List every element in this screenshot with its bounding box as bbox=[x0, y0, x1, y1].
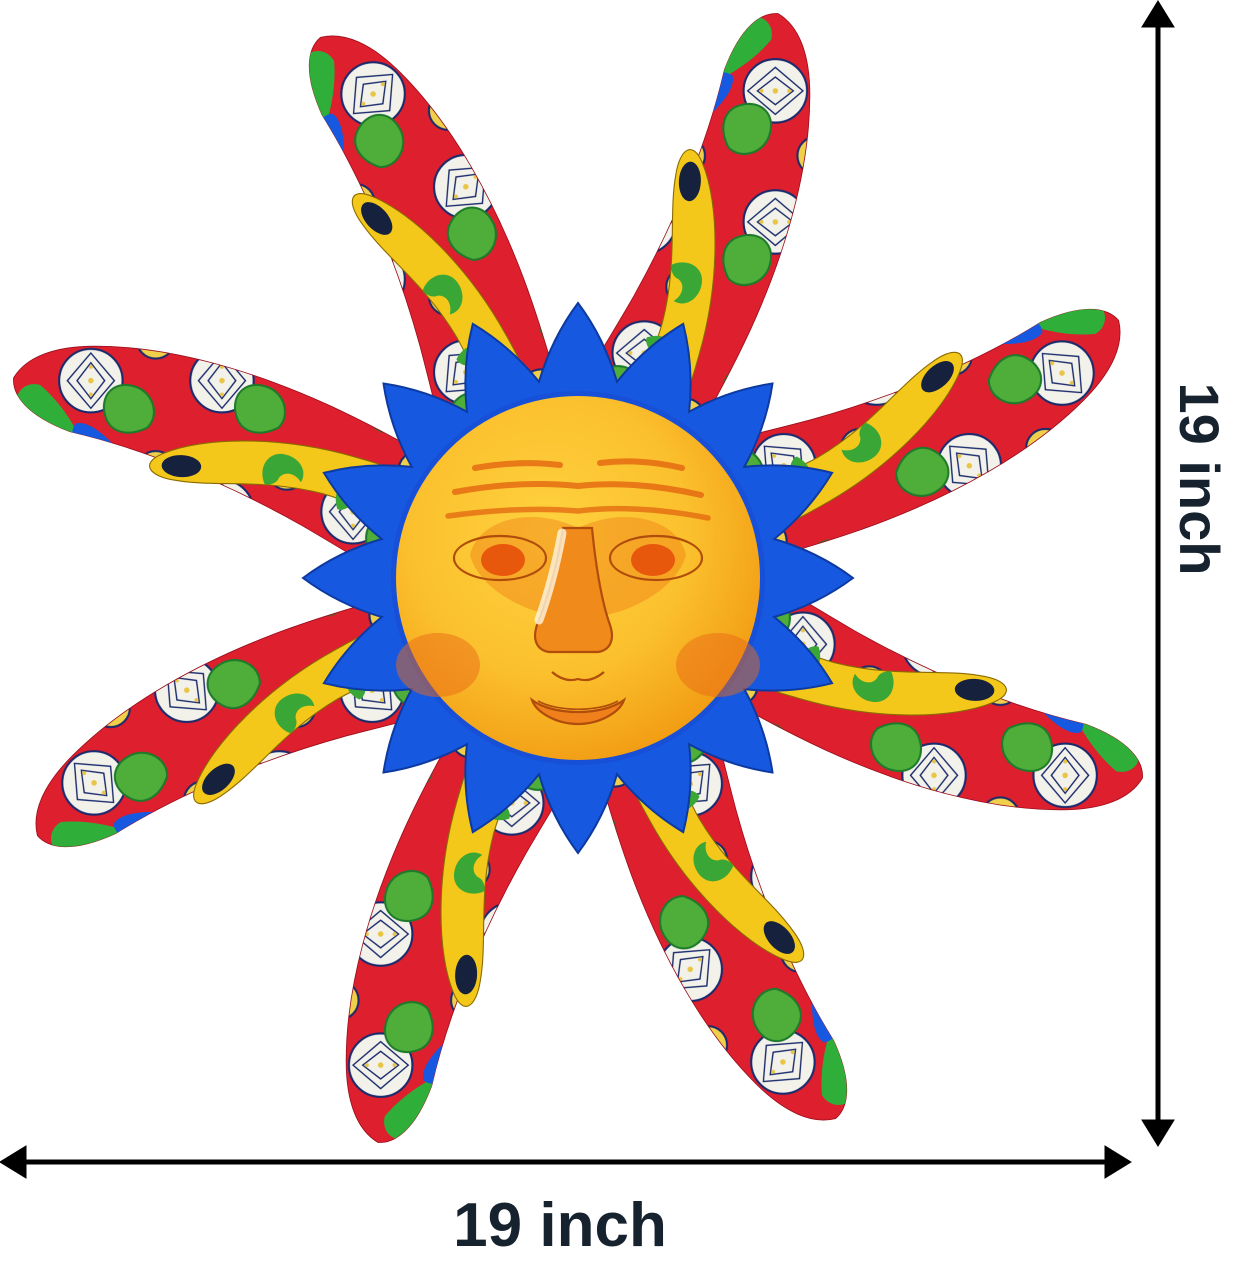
svg-text:19 inch: 19 inch bbox=[1168, 383, 1231, 576]
svg-text:19 inch: 19 inch bbox=[453, 1191, 667, 1257]
